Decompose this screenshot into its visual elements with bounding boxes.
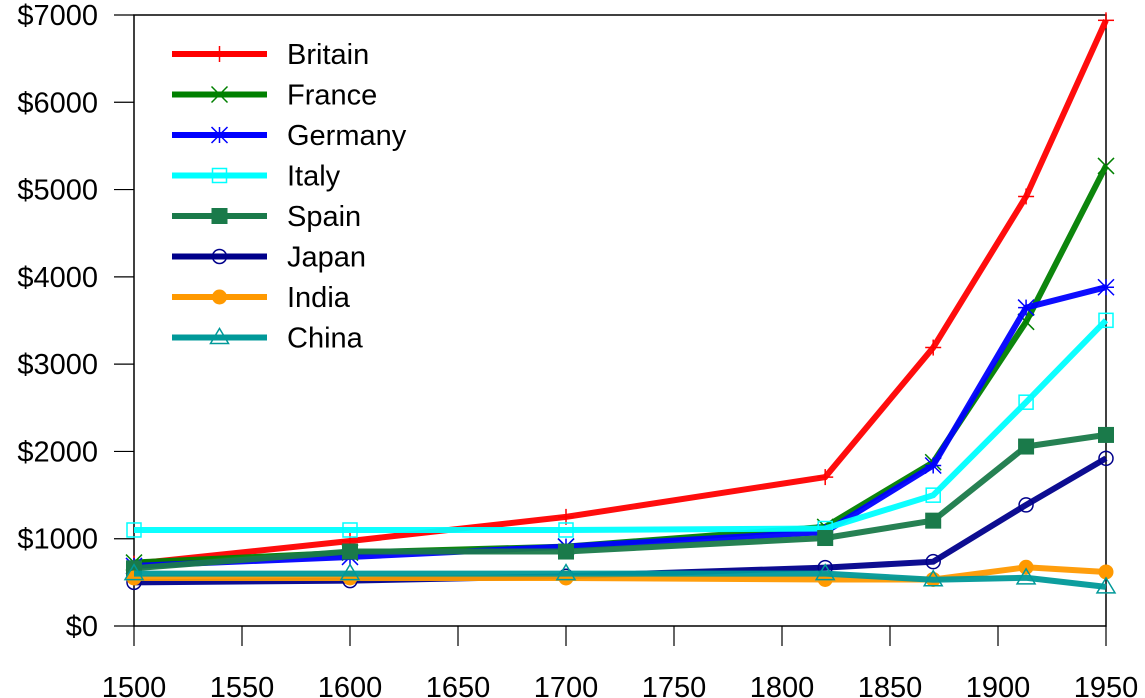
star-marker-icon [1017,299,1035,317]
legend: Britain France Germany Italy Spain Japan India… [172,39,407,355]
legend-item-italy: Italy [172,161,341,193]
series-italy [126,312,1114,538]
square-filled-marker-icon [342,543,358,560]
triangle-open-marker-icon [922,569,944,587]
square-open-marker-icon [342,522,358,538]
star-marker-icon [1097,278,1115,296]
triangle-open-marker-icon [555,563,577,581]
x-tick-label: 1800 [750,672,815,698]
legend-label: Japan [287,242,366,274]
legend-item-india: India [172,282,351,314]
legend-item-japan: Japan [172,242,366,274]
circle-open-marker-icon [1098,450,1114,467]
y-tick-label: $7000 [17,0,98,32]
x-tick-label: 1750 [642,672,707,698]
legend-label: China [287,323,364,355]
square-open-marker-icon [1098,312,1114,329]
legend-item-france: France [172,80,377,112]
legend-item-britain: Britain [172,39,369,71]
plus-marker-icon [211,46,228,62]
square-filled-marker-icon [1098,426,1114,443]
square-open-marker-icon [925,487,941,503]
plot-frame [133,14,1107,627]
square-open-marker-icon [1018,394,1034,410]
circle-open-marker-icon [1018,497,1034,513]
legend-label: France [287,80,377,112]
triangle-open-marker-icon [1015,567,1037,585]
y-tick-label: $5000 [17,175,98,207]
y-tick-label: $1000 [17,524,98,556]
plus-marker-icon [1018,188,1035,205]
square-filled-marker-icon [558,543,574,560]
y-tick-label: $0 [66,611,98,643]
legend-label: Germany [287,120,407,152]
series-britain [126,12,1114,572]
circle-open-marker-icon [925,553,941,570]
circle-open-marker-icon [211,248,228,265]
plus-marker-icon [817,469,834,486]
series-china [123,563,1117,594]
plus-marker-icon [925,339,942,356]
y-tick-label: $4000 [17,262,98,294]
x-tick-label: 1700 [534,672,599,698]
x-tick-label: 1950 [1074,672,1139,698]
square-open-marker-icon [558,522,574,538]
series-lines [123,12,1117,594]
x-marker-icon [210,85,229,104]
x-marker-icon [1097,157,1115,175]
star-marker-icon [210,126,229,144]
x-tick-label: 1900 [966,672,1031,698]
y-tick-label: $6000 [17,87,98,119]
x-tick-label: 1600 [318,672,383,698]
square-filled-marker-icon [817,530,834,547]
triangle-open-marker-icon [209,327,230,345]
triangle-open-marker-icon [339,563,361,581]
x-tick-label: 1500 [102,672,167,698]
legend-label: India [287,282,351,314]
y-tick-label: $2000 [17,436,98,468]
triangle-open-marker-icon [814,563,836,581]
circle-filled-marker-icon [1018,559,1034,575]
circle-filled-marker-icon [1098,564,1114,580]
legend-item-china: China [172,323,364,355]
x-tick-label: 1650 [426,672,491,698]
square-filled-marker-icon [211,208,228,224]
triangle-open-marker-icon [1095,576,1117,594]
legend-label: Britain [287,39,369,71]
legend-label: Italy [287,161,341,193]
series-japan [126,450,1114,591]
y-tick-label: $3000 [17,349,98,381]
legend-item-spain: Spain [172,201,361,233]
plus-marker-icon [1098,12,1114,29]
axes: $0 $1000 $2000 $3000 $4000 $5000 $6000 $7000 150… [17,0,1138,698]
square-filled-marker-icon [925,512,942,529]
square-open-marker-icon [126,522,142,538]
star-marker-icon [924,456,942,475]
square-filled-marker-icon [1018,438,1035,455]
x-tick-label: 1850 [858,672,923,698]
circle-filled-marker-icon [212,289,227,305]
x-tick-label: 1550 [210,672,275,698]
legend-item-germany: Germany [172,120,407,152]
triangle-open-marker-icon [123,563,145,581]
legend-label: Spain [287,201,361,233]
square-open-marker-icon [211,167,228,184]
plus-marker-icon [558,508,574,525]
